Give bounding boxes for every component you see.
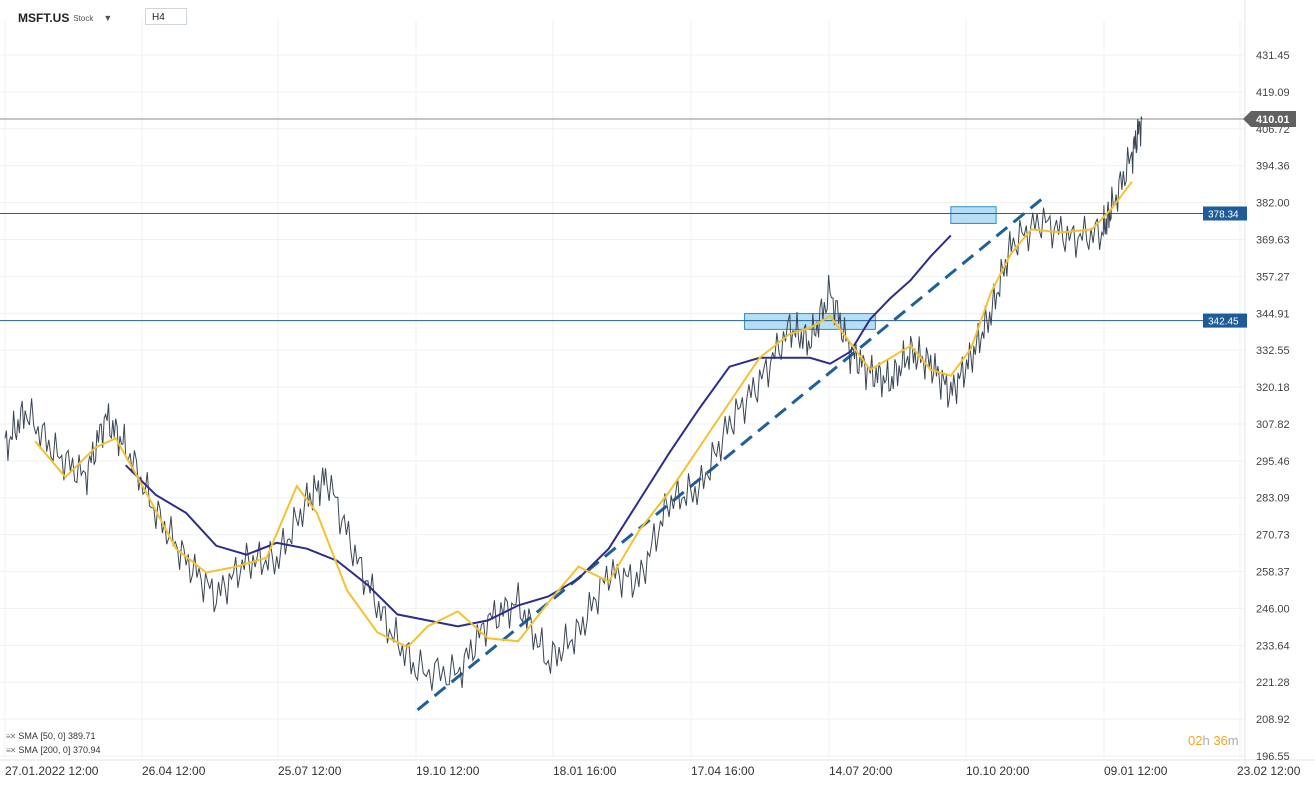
indicator-icon[interactable]: ≡✕	[6, 745, 16, 755]
sma-200-line	[124, 234, 952, 628]
y-axis: 431.45419.09406.72394.36382.00369.63357.…	[1256, 50, 1290, 763]
indicator-icon[interactable]: ≡✕	[6, 731, 16, 741]
x-tick-label: 26.04 12:00	[142, 764, 206, 778]
grid-lines	[0, 0, 1315, 765]
x-tick-label: 25.07 12:00	[278, 764, 342, 778]
legend-name: SMA	[18, 731, 38, 741]
y-tick-label: 369.63	[1256, 234, 1290, 246]
y-tick-label: 270.73	[1256, 530, 1290, 542]
y-tick-label: 307.82	[1256, 419, 1290, 431]
current-price-label: 410.01	[1256, 114, 1290, 126]
x-tick-label: 18.01 16:00	[553, 764, 617, 778]
price-series	[4, 116, 1143, 691]
y-tick-label: 208.92	[1256, 714, 1290, 726]
y-tick-label: 221.28	[1256, 677, 1290, 689]
x-tick-label: 23.02 12:00	[1237, 764, 1301, 778]
y-tick-label: 357.27	[1256, 271, 1290, 283]
y-tick-label: 394.36	[1256, 161, 1290, 173]
x-tick-label: 27.01.2022 12:00	[5, 764, 99, 778]
x-tick-label: 17.04 16:00	[691, 764, 755, 778]
price-labels: 378.34 342.45 410.01	[1203, 110, 1296, 328]
y-tick-label: 196.55	[1256, 751, 1290, 763]
y-tick-label: 295.46	[1256, 456, 1290, 468]
y-tick-label: 344.91	[1256, 308, 1290, 320]
x-tick-label: 19.10 12:00	[416, 764, 480, 778]
legend-sma-50[interactable]: ≡✕ SMA [50, 0] 389.71	[6, 731, 95, 741]
legend-params: [50, 0]	[40, 731, 66, 741]
instrument-header: MSFT.US Stock ▼	[18, 8, 112, 28]
level-label: 342.45	[1208, 317, 1239, 328]
chart-series	[4, 116, 1143, 691]
x-tick-label: 10.10 20:00	[966, 764, 1030, 778]
x-tick-label: 09.01 12:00	[1104, 764, 1168, 778]
y-tick-label: 258.37	[1256, 567, 1290, 579]
x-axis: 27.01.2022 12:00 26.04 12:00 25.07 12:00 19…	[5, 764, 1301, 778]
resistance-zones	[744, 206, 997, 330]
horizontal-levels	[0, 118, 1245, 322]
level-label: 378.34	[1208, 209, 1239, 220]
candle-timer: 02h 36m	[1188, 733, 1239, 748]
symbol-name[interactable]: MSFT.US	[18, 11, 70, 25]
level-label-box	[1203, 206, 1247, 221]
y-tick-label: 233.64	[1256, 640, 1290, 652]
sma-50-line	[34, 181, 1133, 649]
chevron-down-icon[interactable]: ▼	[103, 13, 113, 23]
level-label-box	[1203, 313, 1247, 328]
y-tick-label: 419.09	[1256, 87, 1290, 99]
resistance-zone	[950, 206, 997, 224]
legend-value: 389.71	[67, 731, 96, 741]
trendline	[416, 198, 1043, 712]
timeframe-select[interactable]: H4	[145, 8, 187, 25]
legend-params: [200, 0]	[40, 745, 71, 755]
legend-name: SMA	[18, 745, 38, 755]
dashed-trendline	[416, 198, 1043, 712]
y-tick-label: 431.45	[1256, 50, 1290, 62]
current-price-label-box	[1243, 110, 1296, 127]
resistance-zone	[744, 313, 876, 330]
legend-sma-200[interactable]: ≡✕ SMA [200, 0] 370.94	[6, 745, 100, 755]
x-tick-label: 14.07 20:00	[829, 764, 893, 778]
legend-value: 370.94	[72, 745, 101, 755]
y-tick-label: 246.00	[1256, 603, 1290, 615]
y-tick-label: 320.18	[1256, 382, 1290, 394]
y-tick-label: 382.00	[1256, 198, 1290, 210]
y-tick-label: 283.09	[1256, 493, 1290, 505]
y-tick-label: 332.55	[1256, 345, 1290, 357]
instrument-type: Stock	[73, 13, 94, 23]
